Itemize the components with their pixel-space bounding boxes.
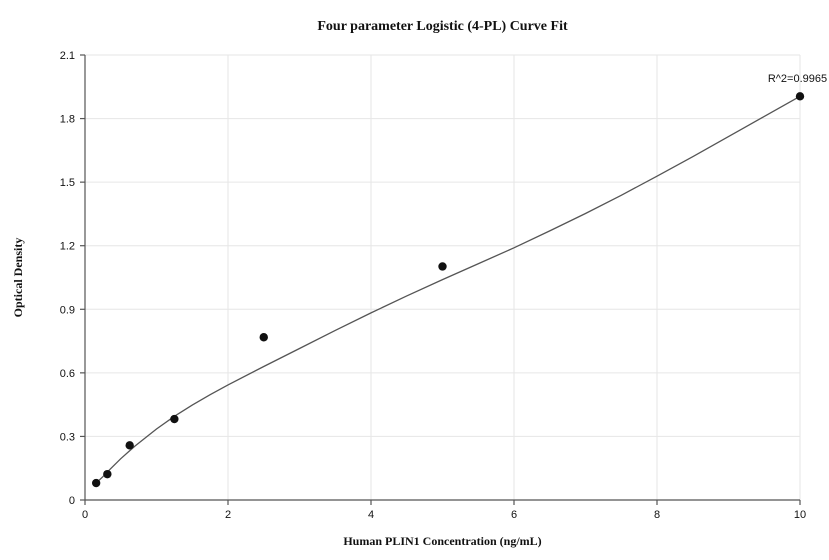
y-tick-label: 0.9: [60, 304, 75, 316]
y-axis-label: Optical Density: [11, 238, 25, 318]
data-point: [260, 333, 268, 341]
x-tick-label: 8: [654, 509, 660, 521]
y-tick-label: 0.6: [60, 368, 75, 380]
chart-container: 0 2 4 6 8 10 0 0.3 0.6 0.9 1.2 1.5 1.8 2.1 Four parame…: [0, 0, 829, 560]
y-tick-label: 1.2: [60, 241, 75, 253]
data-point: [125, 441, 133, 449]
x-tick-label: 6: [511, 509, 517, 521]
data-point: [103, 470, 111, 478]
y-tick-label: 2.1: [60, 50, 75, 62]
chart-background: [0, 0, 829, 560]
data-point: [438, 262, 446, 270]
y-tick-label: 1.5: [60, 177, 75, 189]
x-tick-label: 10: [794, 509, 806, 521]
chart-title: Four parameter Logistic (4-PL) Curve Fit: [317, 19, 568, 34]
y-tick-label: 0: [69, 495, 75, 507]
x-tick-label: 0: [82, 509, 88, 521]
x-tick-label: 4: [368, 509, 374, 521]
y-tick-label: 1.8: [60, 114, 75, 126]
y-tick-label: 0.3: [60, 431, 75, 443]
r-squared-label: R^2=0.9965: [768, 73, 827, 85]
x-axis-label: Human PLIN1 Concentration (ng/mL): [343, 534, 541, 548]
data-point: [170, 415, 178, 423]
data-point: [92, 479, 100, 487]
x-tick-label: 2: [225, 509, 231, 521]
data-point: [796, 92, 804, 100]
chart-svg: 0 2 4 6 8 10 0 0.3 0.6 0.9 1.2 1.5 1.8 2.1 Four parame…: [0, 0, 829, 560]
